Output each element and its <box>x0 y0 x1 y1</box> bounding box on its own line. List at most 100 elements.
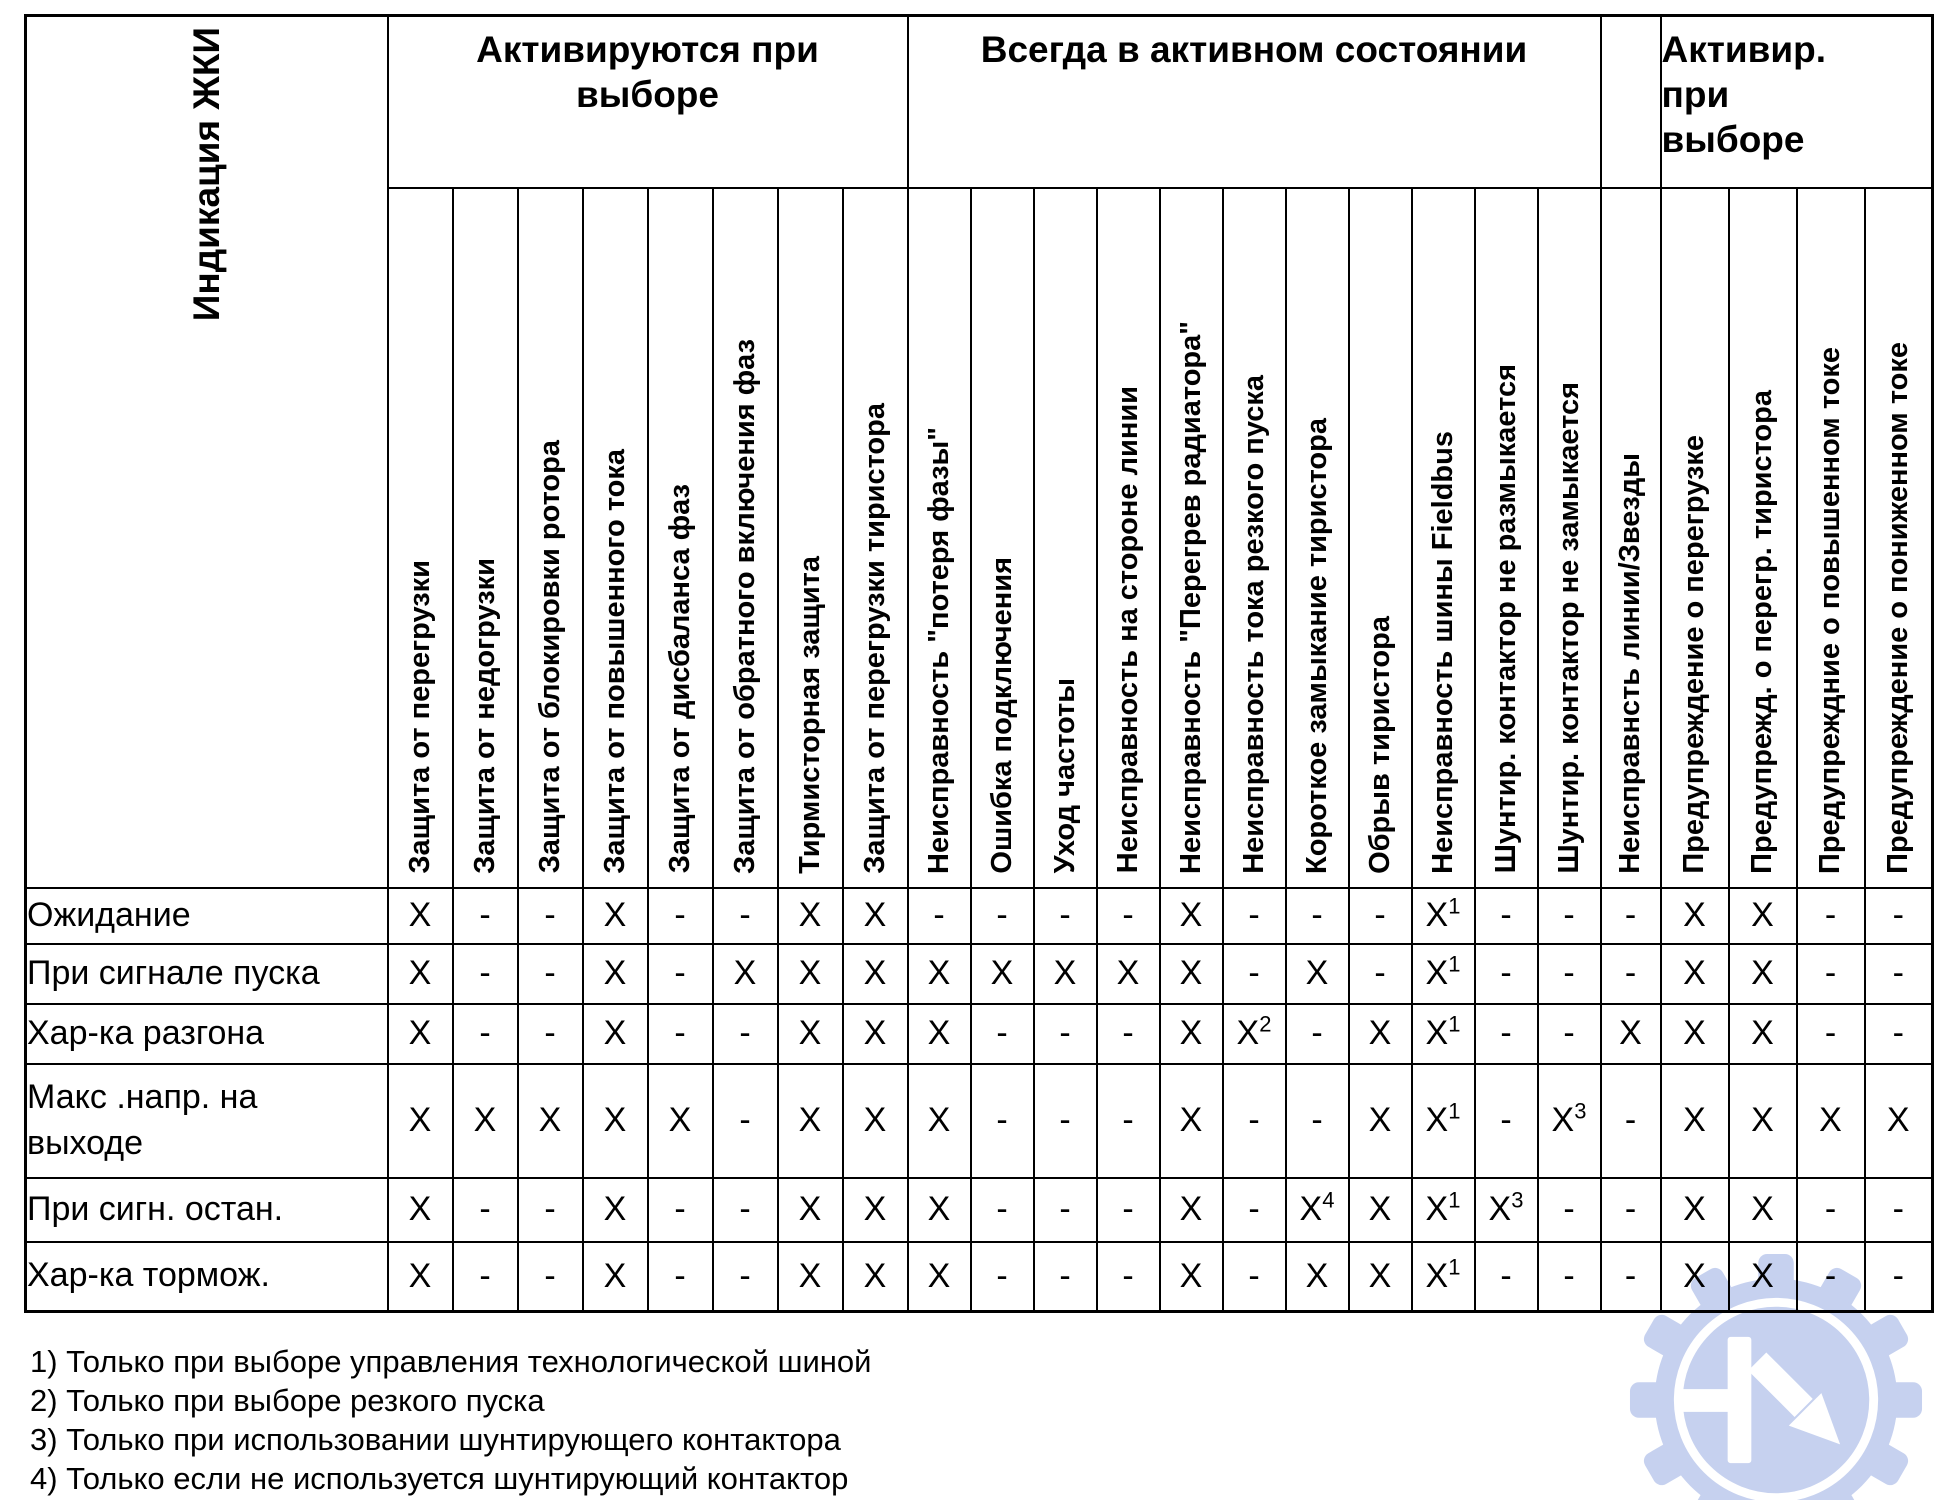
table-row: Хар-ка тормож. X - - X - - X X X - - - X - X X X1- - - X X - - <box>24 1240 1934 1313</box>
table-cell: - <box>1473 1062 1539 1179</box>
table-cell: - <box>1795 1240 1866 1313</box>
table-cell: X <box>776 1240 844 1313</box>
table-cell: X <box>1659 1062 1730 1179</box>
table-cell: X <box>1158 1002 1224 1065</box>
column-header-label: Защита от недогрузки <box>468 557 501 874</box>
column-header-label: Шунтир. контактор не размыкается <box>1489 364 1522 874</box>
table-cell: X <box>906 1062 972 1179</box>
table-cell: - <box>1536 1176 1602 1243</box>
table-cell: - <box>1095 1002 1161 1065</box>
table-cell: X <box>1659 1176 1730 1243</box>
column-header-label: Шунтир. контактор не замыкается <box>1552 382 1585 874</box>
table-cell: X <box>1095 942 1161 1005</box>
table-cell: - <box>646 942 714 1005</box>
column-header-label: Защита от блокировки ротора <box>533 440 566 874</box>
table-cell: - <box>1599 942 1662 1005</box>
table-cell: - <box>516 942 584 1005</box>
table-cell: X <box>581 942 649 1005</box>
table-cell: - <box>1795 886 1866 945</box>
column-header-label: Предупрежд. о перегр. тиристора <box>1746 389 1778 874</box>
table-cell: - <box>969 1176 1035 1243</box>
column-header: Неисправность тока резкого пуска <box>1221 186 1287 889</box>
table-row: При сигнале пуска X - - X - X X X X X X X X - X - X1- - - X X… <box>24 942 1934 1005</box>
table-cell: X1 <box>1410 1240 1476 1313</box>
table-cell: X <box>1284 942 1350 1005</box>
column-header-label: Защита от дисбаланса фаз <box>663 484 696 874</box>
table-cell: X <box>906 1240 972 1313</box>
table-cell: X <box>386 886 454 945</box>
table-cell: X <box>386 942 454 1005</box>
table-row: При сигн. остан. X - - X - - X X X - - - X - X4 X X1 X3- - X… <box>24 1176 1934 1243</box>
column-header: Неисправность шины Fieldbus <box>1410 186 1476 889</box>
table-cell: - <box>1473 1240 1539 1313</box>
table-body: Индикация ЖКИ Активируются при выборе Всег… <box>24 14 1934 1313</box>
column-header: Короткое замыкание тиристора <box>1284 186 1350 889</box>
table-cell: X <box>1599 1002 1662 1065</box>
table-cell: X <box>1347 1176 1413 1243</box>
table-cell: - <box>451 886 519 945</box>
table-cell: X <box>1727 1002 1798 1065</box>
table-cell: X <box>841 1002 909 1065</box>
table-cell: X <box>841 1176 909 1243</box>
table-cell: X <box>841 886 909 945</box>
table-cell: X <box>841 942 909 1005</box>
table-cell: X <box>841 1062 909 1179</box>
group-header: Активируются при выборе <box>386 14 909 189</box>
row-label: Хар-ка тормож. <box>24 1240 389 1313</box>
column-header: Защита от обратного включения фаз <box>711 186 779 889</box>
table-cell: X <box>1863 1062 1934 1179</box>
column-header-label: Предупреждние о повышенном токе <box>1814 346 1846 874</box>
column-header-label: Неисправность тока резкого пуска <box>1237 374 1270 874</box>
column-header: Шунтир. контактор не замыкается <box>1536 186 1602 889</box>
footnote: 4) Только если не используется шунтирующ… <box>30 1461 849 1496</box>
gear-k-watermark-icon <box>1629 1253 1923 1500</box>
table-cell: - <box>646 1176 714 1243</box>
table-cell: - <box>451 1002 519 1065</box>
table-cell: X <box>1158 886 1224 945</box>
table-cell: - <box>1863 886 1934 945</box>
table-cell: X <box>841 1240 909 1313</box>
column-header: Защита от перегрузки <box>386 186 454 889</box>
table-cell: X <box>581 1062 649 1179</box>
table-cell: X4 <box>1284 1176 1350 1243</box>
column-header-label: Неисправность на стороне линии <box>1111 386 1144 874</box>
column-header-label: Предупреждение о перегрузке <box>1678 434 1710 874</box>
table-cell: X <box>776 1002 844 1065</box>
column-header-label: Неисправность "Перегрев радиатора" <box>1174 320 1207 874</box>
table-cell: - <box>646 886 714 945</box>
table-cell: - <box>711 1240 779 1313</box>
table-cell: - <box>646 1240 714 1313</box>
table-cell: - <box>1347 886 1413 945</box>
footnote: 3) Только при использовании шунтирующего… <box>30 1422 841 1457</box>
column-header: Шунтир. контактор не размыкается <box>1473 186 1539 889</box>
column-header: Неисправность на стороне линии <box>1095 186 1161 889</box>
table-cell: - <box>1095 886 1161 945</box>
table-cell: X <box>581 886 649 945</box>
group-header-empty <box>1599 14 1662 189</box>
table-cell: - <box>451 942 519 1005</box>
table-cell: - <box>1347 942 1413 1005</box>
table-cell: X <box>1347 1240 1413 1313</box>
table-cell: X <box>386 1176 454 1243</box>
column-header-label: Уход частоты <box>1048 678 1081 874</box>
row-label: Макс .напр. на выходе <box>24 1062 389 1179</box>
column-header-label: Защита от перегрузки <box>403 559 436 874</box>
table-cell: - <box>516 1240 584 1313</box>
table-cell: X <box>1347 1062 1413 1179</box>
table-cell: - <box>906 886 972 945</box>
column-header-label: Короткое замыкание тиристора <box>1300 417 1333 874</box>
column-header-label: Защита от повышенного тока <box>598 448 631 874</box>
table-cell: - <box>1599 1176 1662 1243</box>
table-cell: - <box>1284 1062 1350 1179</box>
table-cell: - <box>1221 1240 1287 1313</box>
column-header-row: Защита от перегрузки Защита от недогрузки… <box>26 186 1934 889</box>
table-cell: - <box>1221 1176 1287 1243</box>
column-header-label: Неисправность "потеря фазы" <box>922 426 955 874</box>
column-header-label: Тирмисторная защита <box>793 555 826 874</box>
column-header: Обрыв тиристора <box>1347 186 1413 889</box>
table-cell: - <box>1032 1002 1098 1065</box>
table-cell: - <box>1536 942 1602 1005</box>
table-cell: - <box>1221 1062 1287 1179</box>
table-cell: X <box>1158 1062 1224 1179</box>
table-cell: - <box>1032 886 1098 945</box>
